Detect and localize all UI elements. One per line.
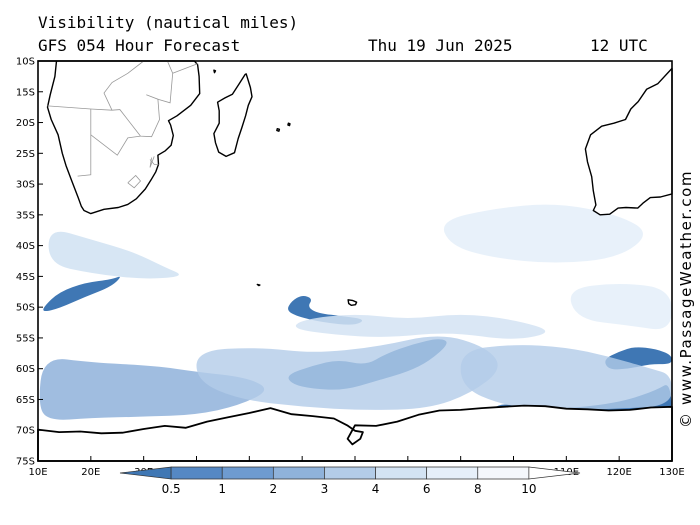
legend-label: 0.5 bbox=[162, 482, 181, 496]
forecast-subtitle: GFS 054 Hour Forecast bbox=[38, 36, 241, 55]
watermark: © www.PassageWeather.com bbox=[680, 170, 694, 428]
country-border bbox=[127, 174, 142, 189]
forecast-date: Thu 19 Jun 2025 bbox=[368, 36, 513, 55]
map-title: Visibility (nautical miles) bbox=[38, 13, 299, 32]
legend-label: 10 bbox=[521, 482, 536, 496]
x-tick-label: 120E bbox=[606, 467, 631, 478]
landmass-mauritius bbox=[287, 122, 291, 127]
legend-swatch bbox=[119, 466, 172, 480]
landmass-madagascar bbox=[213, 73, 253, 158]
legend-label: 2 bbox=[270, 482, 278, 496]
fog-band-cape bbox=[43, 276, 120, 312]
legend-swatch bbox=[272, 466, 325, 480]
y-tick-label: 70S bbox=[16, 426, 35, 437]
legend-swatch bbox=[170, 466, 223, 480]
forecast-time: 12 UTC bbox=[590, 36, 648, 55]
watermark-text: © www.PassageWeather.com bbox=[680, 170, 694, 428]
legend-label: 4 bbox=[372, 482, 380, 496]
y-tick-label: 25S bbox=[16, 149, 35, 160]
legend-swatch bbox=[528, 466, 581, 480]
country-border bbox=[157, 60, 174, 104]
haze-east-mid bbox=[443, 204, 643, 263]
country-border bbox=[172, 63, 199, 74]
y-tick-label: 30S bbox=[16, 180, 35, 191]
map-panel: 10E20E30E40E50E60E70E80E90E100E110E120E1… bbox=[16, 57, 685, 479]
haze-north-cape bbox=[48, 231, 179, 279]
legend-swatch bbox=[375, 466, 428, 480]
legend-label: 1 bbox=[218, 482, 226, 496]
visibility-map: 10E20E30E40E50E60E70E80E90E100E110E120E1… bbox=[16, 57, 685, 479]
landmass-kerguelen bbox=[347, 299, 358, 306]
legend-swatch bbox=[426, 466, 479, 480]
y-tick-label: 55S bbox=[16, 333, 35, 344]
haze-central bbox=[196, 336, 498, 410]
country-border bbox=[111, 94, 160, 138]
y-tick-label: 75S bbox=[16, 457, 35, 468]
y-tick-label: 15S bbox=[16, 87, 35, 98]
landmass-reunion bbox=[276, 127, 281, 132]
legend-label: 8 bbox=[474, 482, 482, 496]
x-tick-label: 10E bbox=[28, 467, 47, 478]
country-border bbox=[77, 109, 92, 177]
country-border bbox=[149, 156, 155, 168]
x-tick-label: 130E bbox=[659, 467, 684, 478]
y-tick-label: 40S bbox=[16, 241, 35, 252]
landmass-crozet bbox=[256, 283, 261, 287]
landmass-comoros bbox=[213, 69, 217, 74]
haze-east bbox=[460, 345, 672, 410]
legend-swatch bbox=[221, 466, 274, 480]
haze-east-low bbox=[570, 284, 672, 330]
legend-swatch bbox=[477, 466, 530, 480]
y-tick-label: 45S bbox=[16, 272, 35, 283]
landmass-africa bbox=[37, 60, 201, 215]
x-tick-label: 20E bbox=[81, 467, 100, 478]
haze-mid-south bbox=[295, 314, 546, 339]
visibility-legend: 0.5 1 2 3 4 6 8 10 bbox=[119, 466, 581, 496]
y-tick-label: 60S bbox=[16, 364, 35, 375]
country-border bbox=[90, 134, 141, 156]
y-tick-label: 65S bbox=[16, 395, 35, 406]
y-tick-label: 50S bbox=[16, 303, 35, 314]
y-tick-label: 20S bbox=[16, 118, 35, 129]
country-border bbox=[103, 60, 144, 111]
legend-swatch bbox=[324, 466, 376, 480]
y-tick-label: 10S bbox=[16, 57, 35, 68]
landmass-australia bbox=[584, 67, 673, 216]
legend-label: 6 bbox=[423, 482, 431, 496]
y-tick-label: 35S bbox=[16, 210, 35, 221]
legend-label: 3 bbox=[321, 482, 329, 496]
landmass-antarctica bbox=[37, 404, 673, 462]
